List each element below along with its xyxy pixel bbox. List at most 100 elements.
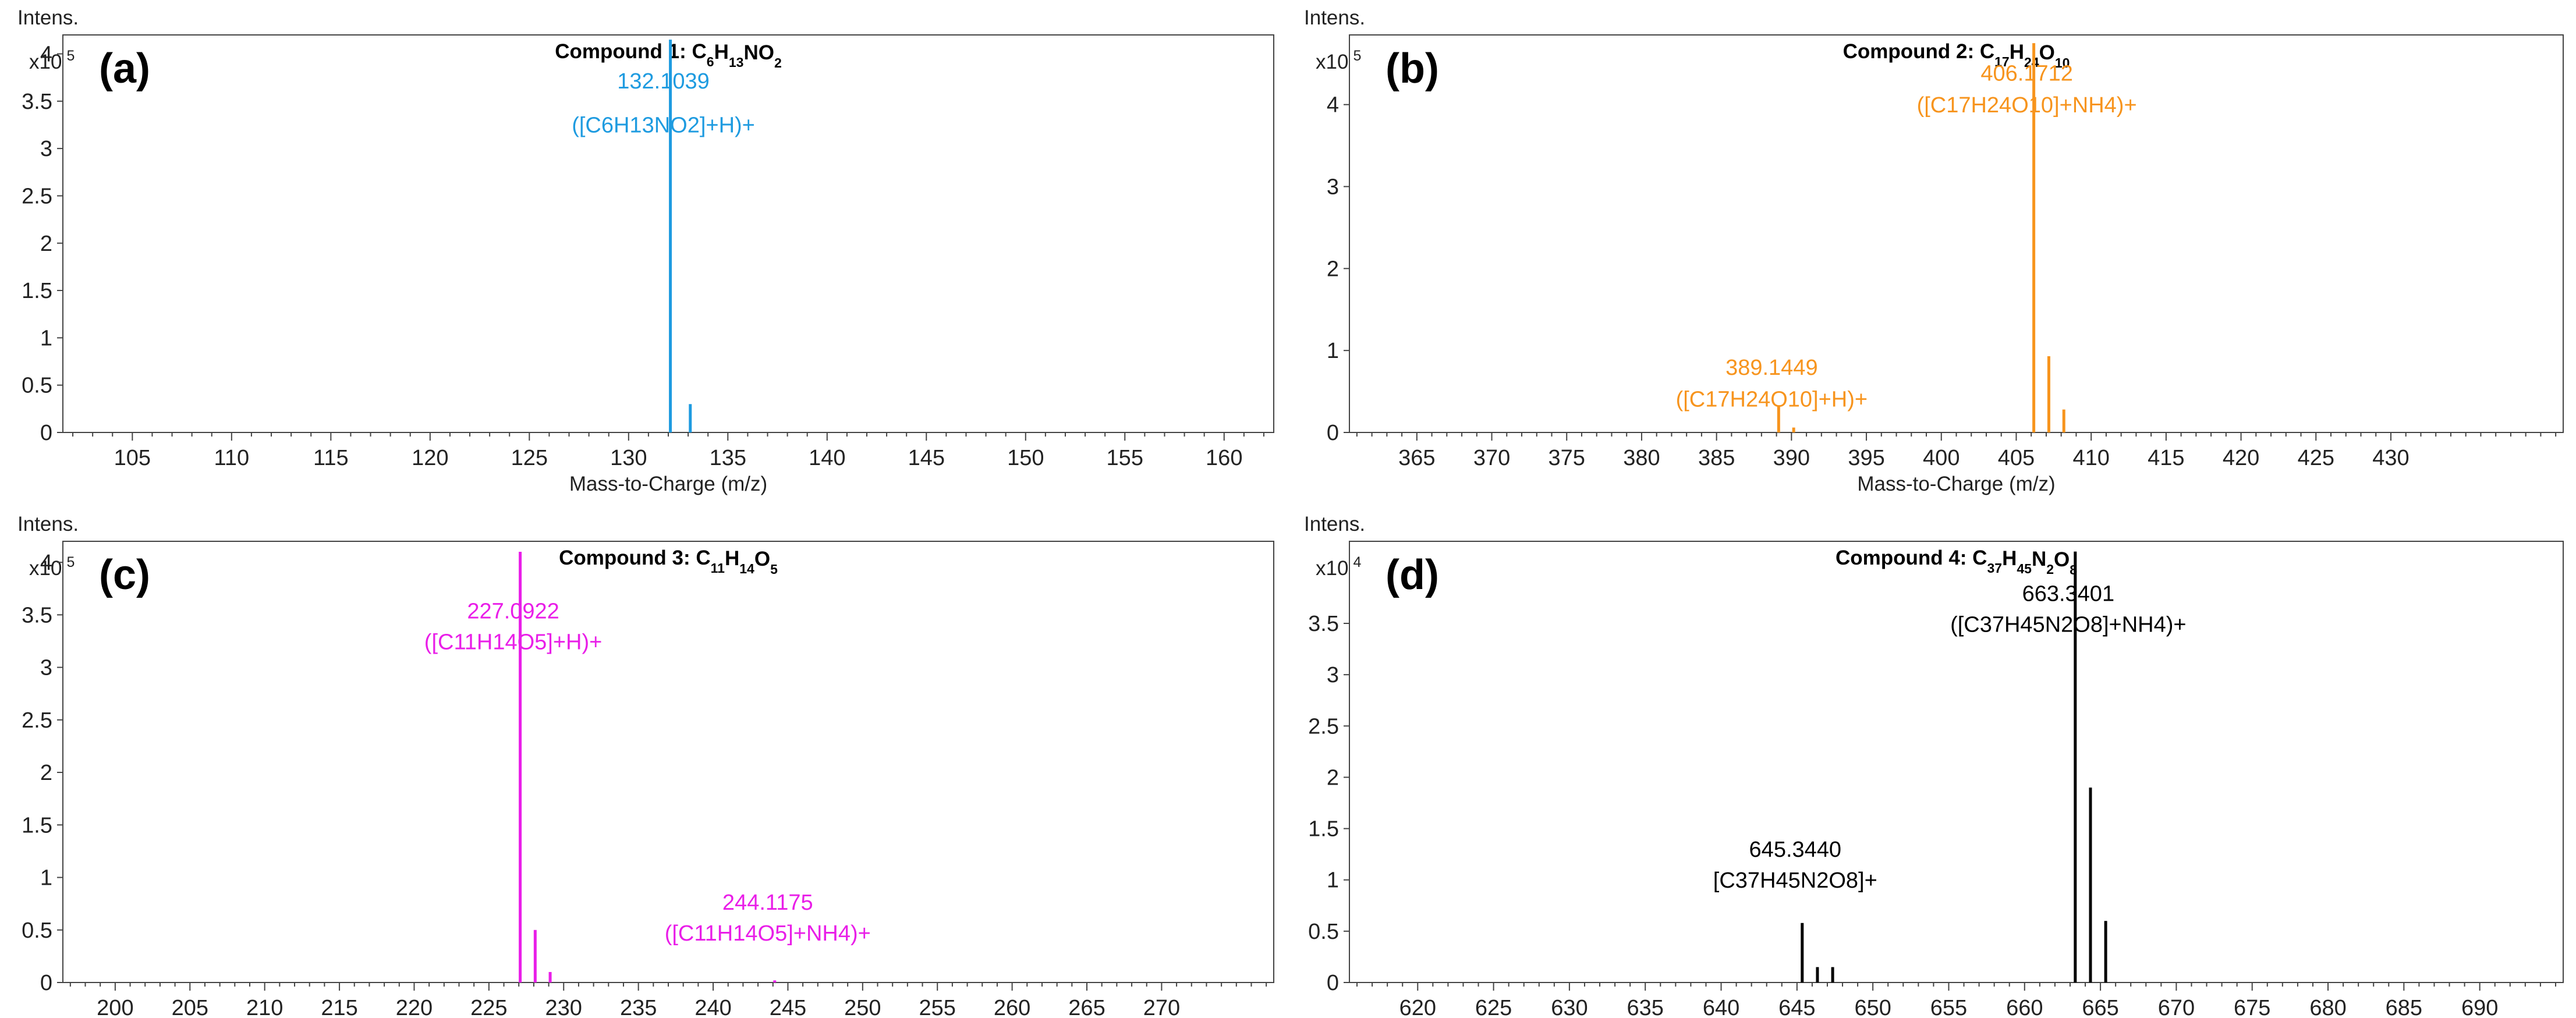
x-tick-label: 690 <box>2461 996 2498 1018</box>
peak-mz-label: 406.1712 <box>1980 62 2073 86</box>
x-tick-label: 635 <box>1627 996 1664 1018</box>
panel-label: (a) <box>99 45 150 92</box>
x-tick-label: 260 <box>994 996 1030 1018</box>
chart-title: Compound 2: C17H24O10 <box>1843 40 2070 70</box>
x-tick-label: 390 <box>1773 446 1810 470</box>
y-tick-label: 1 <box>1327 868 1339 893</box>
x-tick-label: 225 <box>470 996 507 1018</box>
x-tick-label: 430 <box>2372 446 2409 470</box>
x-tick-label: 640 <box>1703 996 1739 1018</box>
x-tick-label: 410 <box>2072 446 2109 470</box>
x-tick-label: 250 <box>844 996 881 1018</box>
x-tick-label: 415 <box>2148 446 2184 470</box>
y-tick-label: 0.5 <box>1308 920 1339 944</box>
x-tick-label: 400 <box>1923 446 1960 470</box>
chart-title: Compound 1: C6H13NO2 <box>555 40 782 70</box>
peak-mz-label: 244.1175 <box>722 891 813 915</box>
y-tick-label: 1 <box>40 326 52 350</box>
y-tick-label: 4 <box>40 551 52 575</box>
y-unit-label: Intens. <box>17 513 79 535</box>
y-tick-label: 1 <box>1327 339 1339 363</box>
x-tick-label: 630 <box>1551 996 1588 1018</box>
y-tick-label: 2.5 <box>22 184 52 208</box>
y-tick-label: 0 <box>40 421 52 445</box>
x-tick-label: 685 <box>2386 996 2422 1018</box>
y-scale-label: x10 5 <box>1316 48 1361 73</box>
x-tick-label: 265 <box>1068 996 1105 1018</box>
x-tick-label: 365 <box>1398 446 1435 470</box>
x-tick-label: 395 <box>1848 446 1884 470</box>
x-tick-label: 110 <box>214 446 250 470</box>
x-tick-label: 235 <box>620 996 657 1018</box>
spectrum-panel: Intens. x10 4 Compound 4: C37H45N2O8 (d) 0 0.5… <box>1304 513 2564 1018</box>
peak-mz-label: 663.3401 <box>2022 581 2115 606</box>
x-tick-label: 625 <box>1475 996 1512 1018</box>
y-tick-label: 3.5 <box>22 90 52 114</box>
peak-ion-label: [C37H45N2O8]+ <box>1713 868 1877 893</box>
spectrum-panel: Intens. x10 5 Compound 3: C11H14O5 (c) 0 0.5 1 1… <box>17 513 1274 1018</box>
x-tick-label: 650 <box>1854 996 1891 1018</box>
panel-label: (c) <box>99 552 150 598</box>
x-tick-label: 665 <box>2082 996 2118 1018</box>
x-tick-label: 145 <box>908 446 945 470</box>
y-tick-label: 2 <box>1327 765 1339 790</box>
x-tick-label: 620 <box>1399 996 1436 1018</box>
y-tick-label: 3.5 <box>1308 612 1339 636</box>
x-tick-label: 245 <box>770 996 806 1018</box>
x-tick-label: 425 <box>2298 446 2334 470</box>
y-tick-label: 3 <box>40 656 52 680</box>
x-tick-label: 130 <box>610 446 647 470</box>
y-tick-label: 0 <box>40 971 52 995</box>
x-tick-label: 670 <box>2158 996 2195 1018</box>
panel-label: (d) <box>1386 552 1439 598</box>
y-tick-label: 4 <box>40 42 52 67</box>
x-tick-label: 230 <box>545 996 582 1018</box>
peak-ion-label: ([C11H14O5]+NH4)+ <box>665 921 871 946</box>
chart-title: Compound 4: C37H45N2O8 <box>1836 547 2077 577</box>
y-tick-label: 2.5 <box>22 708 52 733</box>
x-tick-label: 105 <box>114 446 151 470</box>
y-tick-label: 1.5 <box>1308 817 1339 842</box>
x-tick-label: 215 <box>321 996 357 1018</box>
y-tick-label: 1.5 <box>22 279 52 303</box>
peak-mz-label: 227.0922 <box>467 600 559 624</box>
spectrum-panel: Intens. x10 5 Compound 2: C17H24O10 (b) 0 1 2 3 4… <box>1304 6 2564 495</box>
y-tick-label: 0 <box>1327 971 1339 995</box>
y-tick-label: 0.5 <box>22 918 52 943</box>
y-scale-label: x10 5 <box>29 48 75 73</box>
x-tick-label: 220 <box>396 996 433 1018</box>
x-tick-label: 210 <box>246 996 283 1018</box>
spectrum-panel: Intens.x10 5 Compound 1: C6H13NO2(a)00.511… <box>17 6 1274 495</box>
y-tick-label: 3 <box>40 137 52 161</box>
x-tick-label: 385 <box>1698 446 1735 470</box>
x-tick-label: 645 <box>1778 996 1815 1018</box>
peak-mz-label: 389.1449 <box>1725 356 1818 380</box>
plot-frame <box>62 541 1274 983</box>
x-tick-label: 420 <box>2223 446 2259 470</box>
x-tick-label: 370 <box>1473 446 1510 470</box>
x-tick-label: 140 <box>809 446 845 470</box>
y-tick-label: 3 <box>1327 663 1339 687</box>
y-tick-label: 4 <box>1327 93 1339 118</box>
x-tick-label: 125 <box>511 446 548 470</box>
y-tick-label: 0 <box>1327 421 1339 445</box>
peak-ion-label: ([C11H14O5]+H)+ <box>424 630 603 655</box>
x-tick-label: 255 <box>919 996 956 1018</box>
x-tick-label: 205 <box>172 996 208 1018</box>
y-scale-label: x10 4 <box>1316 554 1361 580</box>
peak-ion-label: ([C17H24O10]+H)+ <box>1676 388 1868 412</box>
x-tick-label: 200 <box>97 996 133 1018</box>
y-tick-label: 1.5 <box>22 813 52 838</box>
y-tick-label: 0.5 <box>22 374 52 398</box>
plot-frame <box>1349 541 2564 983</box>
x-tick-label: 120 <box>412 446 448 470</box>
peak-ion-label: ([C17H24O10]+NH4)+ <box>1917 93 2137 118</box>
x-axis-label: Mass-to-Charge (m/z) <box>569 473 767 495</box>
x-tick-label: 405 <box>1998 446 2035 470</box>
x-tick-label: 155 <box>1107 446 1143 470</box>
x-tick-label: 160 <box>1206 446 1242 470</box>
y-tick-label: 2 <box>40 232 52 256</box>
y-unit-label: Intens. <box>1304 6 1365 29</box>
y-tick-label: 3.5 <box>22 603 52 627</box>
y-scale-label: x10 5 <box>29 554 75 580</box>
